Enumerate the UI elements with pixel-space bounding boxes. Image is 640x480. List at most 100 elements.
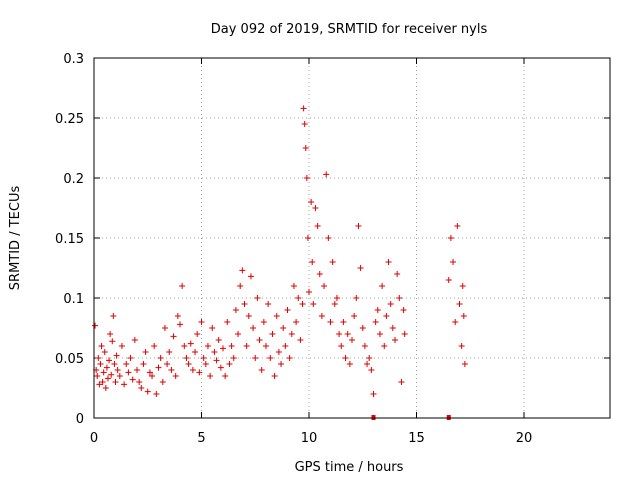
data-point <box>146 369 153 376</box>
data-point <box>187 340 194 347</box>
data-point <box>94 373 101 379</box>
data-point <box>300 105 307 112</box>
data-point <box>164 361 171 367</box>
data-point <box>280 325 287 331</box>
data-point <box>364 361 371 367</box>
data-point <box>107 331 114 337</box>
data-point <box>108 371 115 378</box>
data-point <box>256 337 263 343</box>
data-point <box>209 325 216 331</box>
x-axis-ticks: 0 5 10 15 20 <box>90 58 532 446</box>
data-point <box>239 267 246 274</box>
data-point <box>103 364 110 371</box>
data-point <box>134 367 140 373</box>
data-point <box>111 361 118 367</box>
data-point <box>202 361 209 367</box>
data-point <box>142 349 149 355</box>
data-point <box>392 337 398 343</box>
data-point <box>306 289 312 295</box>
data-point <box>290 283 297 289</box>
y-axis-ticks: 0 0.05 0.1 0.15 0.2 0.25 0.3 <box>55 52 610 427</box>
x-tick-label: 20 <box>516 431 533 446</box>
y-axis-label: SRMTID / TECUs <box>8 186 23 291</box>
data-point <box>166 349 173 355</box>
data-point <box>318 313 325 319</box>
data-point <box>140 361 147 367</box>
plot-frame <box>93 57 611 419</box>
data-point <box>338 343 345 349</box>
data-point <box>138 385 145 391</box>
y-tick-label: 0 <box>76 412 84 427</box>
data-point <box>123 361 130 367</box>
data-point <box>183 355 190 361</box>
data-point <box>275 349 282 355</box>
data-point <box>95 355 102 361</box>
data-point <box>310 301 317 307</box>
data-point <box>100 369 107 376</box>
data-point <box>136 379 143 385</box>
data-point <box>366 355 373 361</box>
data-point <box>353 295 360 301</box>
y-tick-label: 0.1 <box>63 292 84 307</box>
data-point <box>247 273 254 280</box>
data-points <box>92 105 468 420</box>
data-point <box>293 319 300 325</box>
data-point <box>92 322 99 329</box>
data-point <box>243 343 250 349</box>
data-point <box>230 355 237 361</box>
data-point <box>379 283 386 289</box>
data-point <box>269 331 276 337</box>
data-point <box>340 319 347 325</box>
data-point <box>260 319 267 325</box>
data-point <box>118 343 125 349</box>
data-point <box>450 259 457 265</box>
data-point <box>101 349 108 355</box>
data-point <box>159 379 166 385</box>
data-point <box>144 388 151 395</box>
data-point <box>267 355 274 361</box>
data-point <box>157 355 164 361</box>
data-point <box>461 361 468 367</box>
data-point <box>282 343 289 349</box>
data-point <box>110 313 117 319</box>
data-point <box>189 367 196 373</box>
data-point <box>211 349 218 355</box>
data-point <box>265 301 272 307</box>
data-point <box>97 361 104 367</box>
data-point <box>458 343 465 349</box>
data-point <box>113 352 120 359</box>
data-point <box>217 364 224 371</box>
data-point <box>288 331 295 337</box>
data-point <box>299 301 306 307</box>
data-point <box>254 295 261 301</box>
data-point <box>301 121 308 127</box>
data-point <box>396 295 403 301</box>
x-axis-label: GPS time / hours <box>295 460 404 475</box>
data-point <box>179 283 186 289</box>
data-point <box>302 145 309 151</box>
data-point <box>459 283 466 289</box>
data-point <box>401 331 408 337</box>
data-point <box>151 343 158 349</box>
data-point <box>321 283 328 289</box>
data-point <box>342 355 349 361</box>
data-point <box>106 357 113 364</box>
data-point <box>387 301 394 307</box>
data-point <box>174 313 181 319</box>
data-point <box>215 337 222 343</box>
data-point <box>278 361 285 367</box>
data-point <box>304 235 311 241</box>
data-point <box>336 331 343 337</box>
data-point <box>96 381 103 388</box>
data-point <box>325 235 332 241</box>
data-point <box>460 313 467 319</box>
data-point <box>149 373 156 379</box>
data-point <box>125 369 132 376</box>
data-point <box>398 379 405 385</box>
y-tick-label: 0.15 <box>55 232 84 247</box>
data-point <box>181 343 188 349</box>
data-point <box>372 319 379 325</box>
data-point <box>258 367 265 373</box>
data-point <box>351 313 358 319</box>
data-point <box>194 331 201 337</box>
